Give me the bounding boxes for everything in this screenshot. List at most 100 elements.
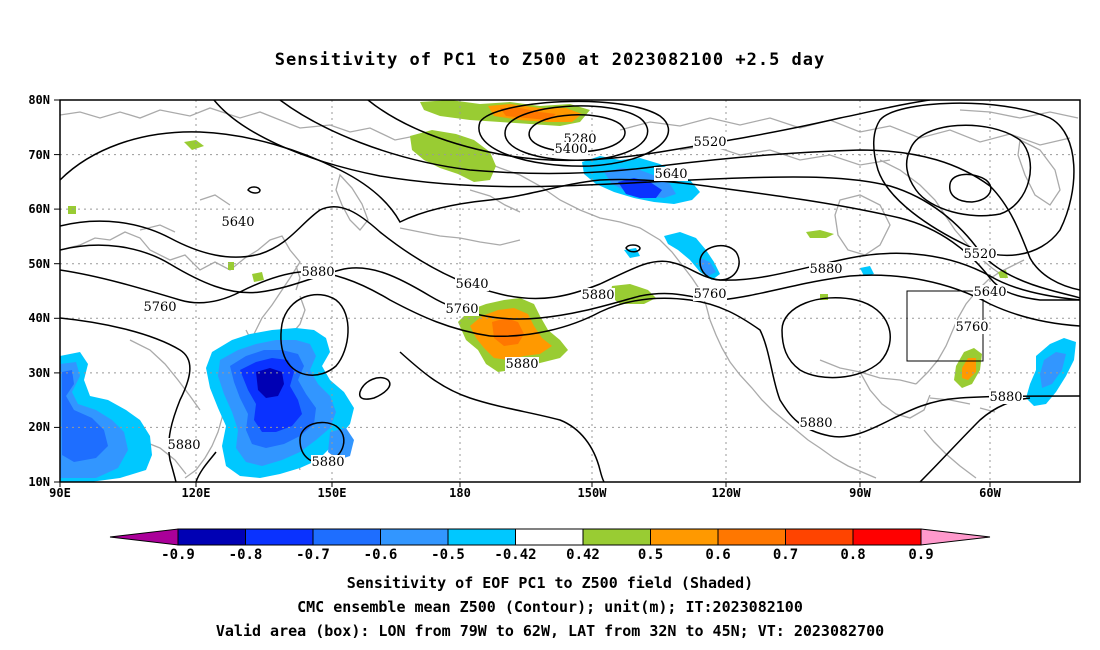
contour-label-bg [963,247,997,261]
contour-label-text: 5880 [167,438,200,453]
lat-label-60n: 60N [28,202,50,216]
contour-label: 5880 [311,455,345,470]
cb-tick-n06: -0.6 [364,547,398,563]
lat-label-10n: 10N [28,475,50,489]
contour-label-bg [809,262,843,276]
contour-label-bg [955,320,989,334]
contour-label: 5760 [143,300,177,315]
lon-label-120w: 120W [712,486,742,500]
lat-label-40n: 40N [28,311,50,325]
longitude-labels: 90E 120E 150E 180 150W 120W 90W 60W [49,486,1001,500]
z500-contours [60,100,1080,482]
shade-pos-arctic-red [500,108,556,120]
contour-label-text: 5760 [445,302,478,317]
contour-label-text: 5520 [963,247,996,262]
map-title: Sensitivity of PC1 to Z500 at 2023082100… [274,50,826,70]
contour-label: 5880 [989,390,1023,405]
contour-label-text: 5640 [973,285,1006,300]
lon-label-60w: 60W [979,486,1001,500]
contour-label-text: 5880 [799,416,832,431]
contour-label-text: 5880 [989,390,1022,405]
lon-label-180: 180 [449,486,471,500]
colorbar-cell-n080 [177,528,246,546]
contour-label-text: 5640 [455,277,488,292]
contour-label-bg [554,142,588,156]
plot-frame [59,99,1081,483]
lon-label-90w: 90W [849,486,871,500]
contour-label: 5760 [445,302,479,317]
contour-label: 5760 [955,320,989,335]
contour-label-bg [505,357,539,371]
lat-label-30n: 30N [28,366,50,380]
colorbar-cell-p070 [785,528,854,546]
lon-label-120e: 120E [182,486,211,500]
cb-tick-p06: 0.6 [705,547,730,563]
shade-pos-chukchi [410,130,496,182]
colorbar-cell-n050 [380,528,449,546]
cb-tick-n042: -0.42 [494,547,536,563]
cb-tick-n05: -0.5 [431,547,465,563]
colorbar-cell-p042 [582,528,651,546]
contour-label-bg [654,167,688,181]
contour-label: 5880 [505,357,539,372]
shade-neg-spot2 [860,266,874,276]
contour-label-bg [221,215,255,229]
contour-label-text: 5640 [221,215,254,230]
lat-label-20n: 20N [28,420,50,434]
shade-neg-atlantic-core [1040,352,1066,388]
shade-pos-spot-asia3 [252,272,264,282]
shade-pos-midpac-red [492,318,524,346]
contour-label-text: 5760 [143,300,176,315]
lat-label-80n: 80N [28,93,50,107]
shade-neg-bc-core [700,258,716,276]
grid-lines [60,100,1080,482]
contour-label-bg [445,302,479,316]
contour-label: 5400 [554,142,588,157]
colorbar-cell-p050 [650,528,719,546]
shade-neg-japan [328,428,354,460]
cb-tick-p07: 0.7 [773,547,798,563]
colorbar-cell-mid [515,528,584,546]
contour-label-bg [143,300,177,314]
cb-tick-p042: 0.42 [566,547,600,563]
colorbar-cell-n042 [447,528,516,546]
footer-line-valid-area: Valid area (box): LON from 79W to 62W, L… [215,622,885,640]
contour-label-text: 5880 [301,265,334,280]
lon-label-150w: 150W [578,486,608,500]
latitude-labels: 80N 70N 60N 50N 40N 30N 20N 10N [28,93,50,489]
lat-label-50n: 50N [28,257,50,271]
contour-label-bg [311,455,345,469]
contour-label: 5640 [654,167,688,182]
colorbar [109,528,991,546]
footer-line-shaded: Sensitivity of EOF PC1 to Z500 field (Sh… [346,574,754,592]
shade-pos-spot-asia2 [68,206,76,214]
cb-tick-n08: -0.8 [229,547,263,563]
colorbar-cell-n070 [245,528,314,546]
colorbar-cell-under [109,528,179,546]
contour-label: 5640 [973,285,1007,300]
lat-label-70n: 70N [28,148,50,162]
contour-label-bg [973,285,1007,299]
shade-neg-wpac-dark [256,368,284,398]
contour-label-text: 5400 [554,142,587,157]
contour-label-text: 5640 [654,167,687,182]
cb-tick-n07: -0.7 [296,547,330,563]
cb-tick-p08: 0.8 [840,547,865,563]
contour-label-bg [989,390,1023,404]
footer-line-contour: CMC ensemble mean Z500 (Contour); unit(m… [297,598,803,616]
contour-label-text: 5880 [311,455,344,470]
contour-label: 5880 [581,288,615,303]
lon-label-150e: 150E [318,486,347,500]
contour-label: 5760 [693,287,727,302]
contour-label-bg [455,277,489,291]
contour-label-text: 5880 [505,357,538,372]
colorbar-cell-p060 [717,528,786,546]
colorbar-cell-p080 [852,528,922,546]
contour-label: 5520 [693,135,727,150]
contour-label-text: 5520 [693,135,726,150]
contour-label-bg [581,288,615,302]
contour-label-text: 5880 [809,262,842,277]
contour-label: 5880 [809,262,843,277]
